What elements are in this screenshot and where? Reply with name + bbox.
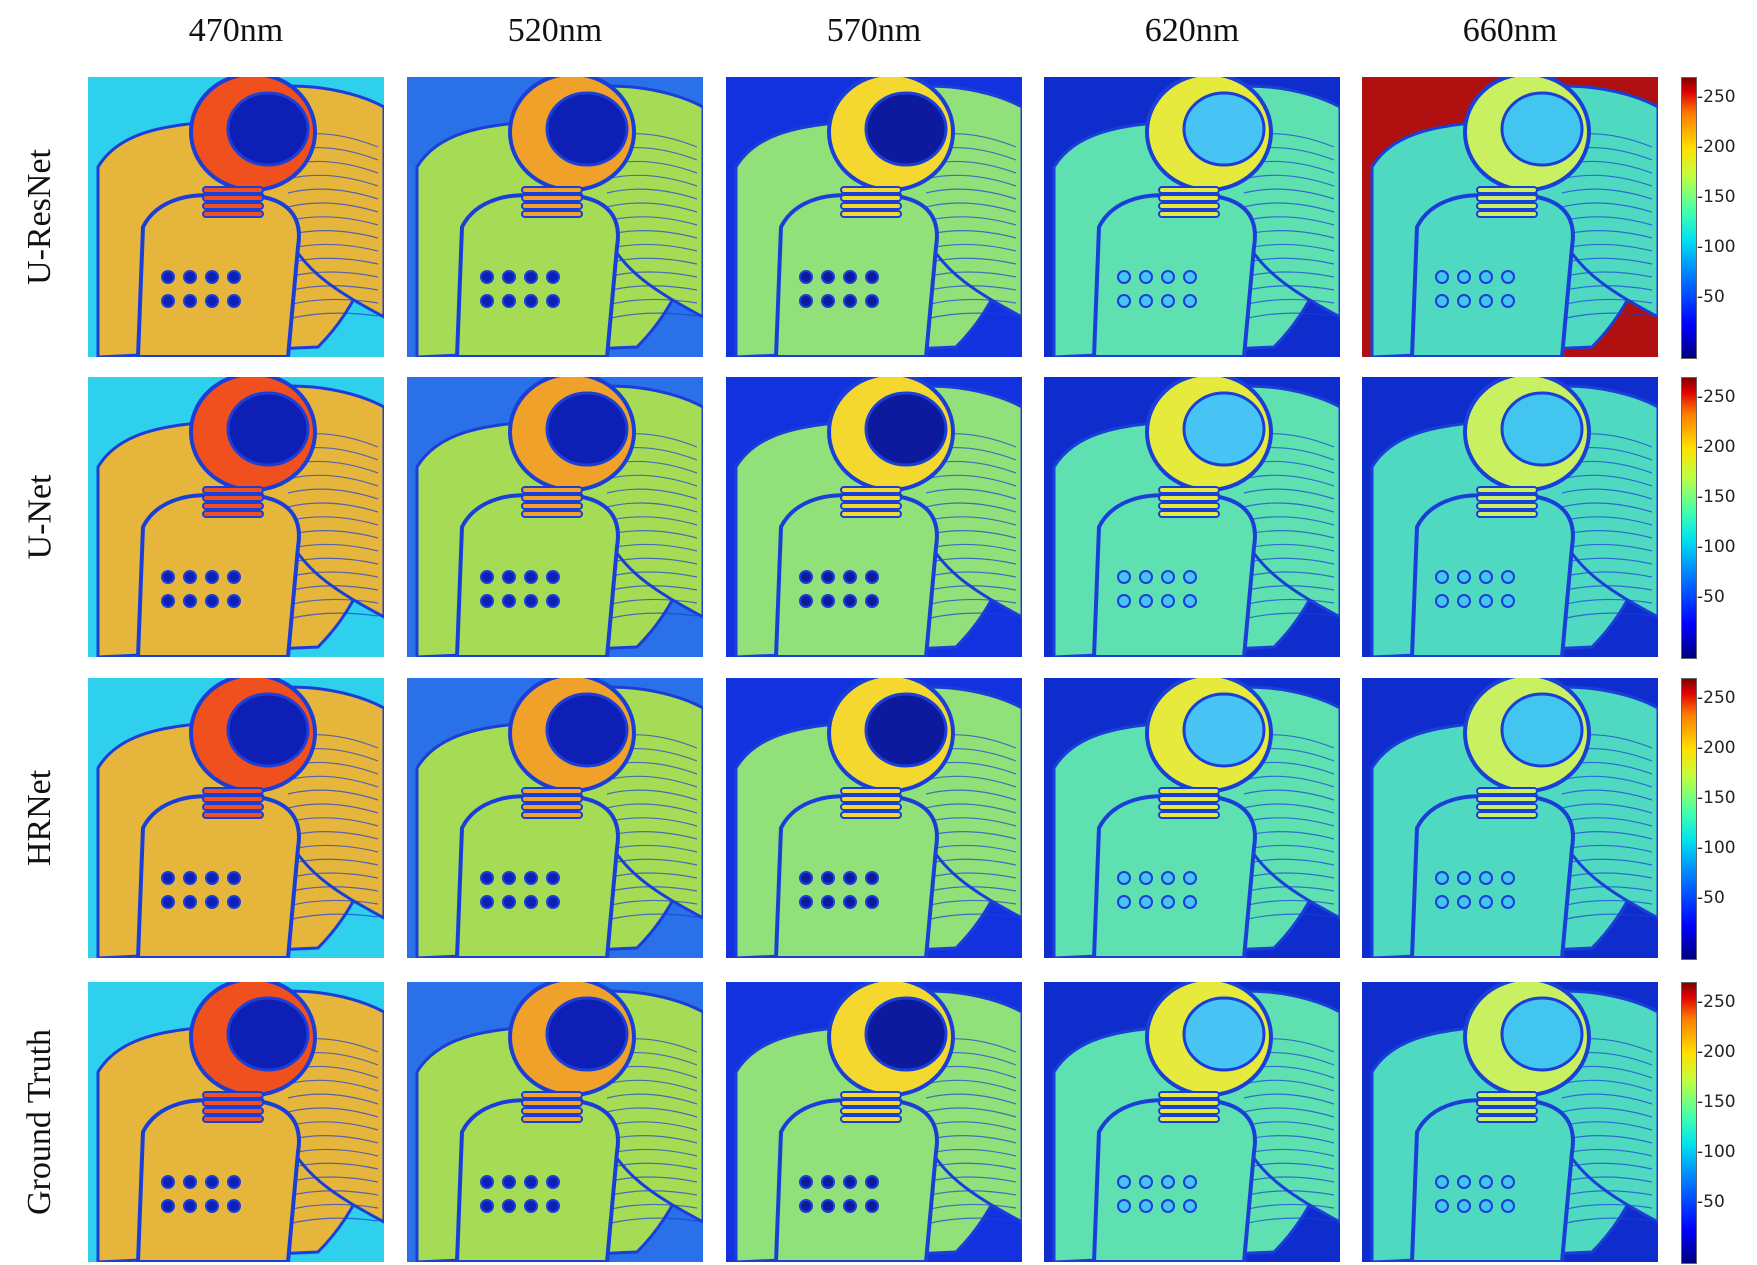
colorbar-tick-label: -200 [1697, 137, 1736, 157]
panel-u-resnet-660nm [1362, 77, 1658, 357]
panel-u-resnet-520nm [407, 77, 703, 357]
row-label-u-net: U-Net [21, 474, 58, 560]
colorbar-tick-label: -250 [1697, 87, 1736, 107]
colorbar-tick-label: -50 [1697, 888, 1725, 908]
colorbar-tick-label: -200 [1697, 738, 1736, 758]
panel-ground-truth-470nm [88, 982, 384, 1262]
panel-u-net-660nm [1362, 377, 1658, 657]
colorbar-tick-label: -50 [1697, 587, 1725, 607]
colorbar-ground-truth [1681, 982, 1697, 1264]
colorbar-tick-label: -150 [1697, 487, 1736, 507]
column-header-470nm: 470nm [188, 12, 284, 49]
colorbar-tick-label: -100 [1697, 537, 1736, 557]
panel-hrnet-660nm [1362, 678, 1658, 958]
panel-u-net-620nm [1044, 377, 1340, 657]
column-header-620nm: 620nm [1144, 12, 1240, 49]
colorbar-tick-label: -200 [1697, 1042, 1736, 1062]
colorbar-tick-label: -250 [1697, 387, 1736, 407]
column-header-660nm: 660nm [1462, 12, 1558, 49]
panel-u-net-570nm [726, 377, 1022, 657]
row-label-u-resnet: U-ResNet [21, 149, 58, 285]
row-label-hrnet: HRNet [21, 769, 59, 867]
colorbar-tick-label: -250 [1697, 688, 1736, 708]
panel-hrnet-570nm [726, 678, 1022, 958]
panel-hrnet-470nm [88, 678, 384, 958]
colorbar-tick-label: -100 [1697, 838, 1736, 858]
panel-u-net-470nm [88, 377, 384, 657]
panel-u-resnet-570nm [726, 77, 1022, 357]
colorbar-tick-label: -150 [1697, 1092, 1736, 1112]
colorbar-tick-label: -200 [1697, 437, 1736, 457]
colorbar-u-net [1681, 377, 1697, 659]
panel-ground-truth-620nm [1044, 982, 1340, 1262]
panel-u-net-520nm [407, 377, 703, 657]
colorbar-tick-label: -100 [1697, 237, 1736, 257]
colorbar-tick-label: -150 [1697, 788, 1736, 808]
panel-u-resnet-620nm [1044, 77, 1340, 357]
colorbar-u-resnet [1681, 77, 1697, 359]
column-header-570nm: 570nm [826, 12, 922, 49]
colorbar-tick-label: -150 [1697, 187, 1736, 207]
colorbar-tick-label: -50 [1697, 287, 1725, 307]
row-label-ground-truth: Ground Truth [21, 1028, 59, 1216]
panel-ground-truth-570nm [726, 982, 1022, 1262]
panel-hrnet-520nm [407, 678, 703, 958]
colorbar-tick-label: -100 [1697, 1142, 1736, 1162]
colorbar-hrnet [1681, 678, 1697, 960]
colorbar-tick-label: -250 [1697, 992, 1736, 1012]
panel-u-resnet-470nm [88, 77, 384, 357]
panel-ground-truth-520nm [407, 982, 703, 1262]
colorbar-tick-label: -50 [1697, 1192, 1725, 1212]
panel-ground-truth-660nm [1362, 982, 1658, 1262]
column-header-520nm: 520nm [507, 12, 603, 49]
panel-hrnet-620nm [1044, 678, 1340, 958]
